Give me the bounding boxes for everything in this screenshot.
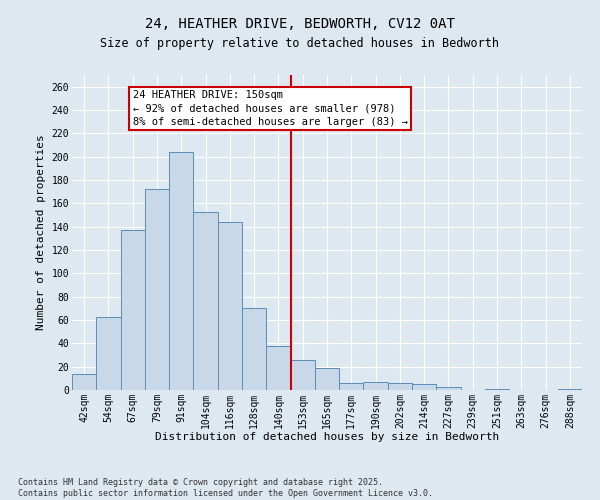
Text: 24 HEATHER DRIVE: 150sqm
← 92% of detached houses are smaller (978)
8% of semi-d: 24 HEATHER DRIVE: 150sqm ← 92% of detach… (133, 90, 408, 126)
Bar (315, 368, 339, 390)
Bar (364, 382, 388, 390)
Bar (96, 316, 121, 390)
Bar (72, 374, 96, 390)
Bar (436, 386, 461, 390)
Text: 24, HEATHER DRIVE, BEDWORTH, CV12 0AT: 24, HEATHER DRIVE, BEDWORTH, CV12 0AT (145, 18, 455, 32)
Bar (145, 190, 169, 390)
Y-axis label: Number of detached properties: Number of detached properties (36, 134, 46, 330)
Bar (169, 152, 193, 390)
Bar (218, 222, 242, 390)
Bar (242, 308, 266, 390)
Bar (388, 383, 412, 390)
Bar (290, 360, 315, 390)
Bar (339, 383, 364, 390)
Bar (266, 346, 290, 390)
Text: Size of property relative to detached houses in Bedworth: Size of property relative to detached ho… (101, 38, 499, 51)
Bar (121, 230, 145, 390)
Text: Contains HM Land Registry data © Crown copyright and database right 2025.
Contai: Contains HM Land Registry data © Crown c… (18, 478, 433, 498)
Bar (485, 389, 509, 390)
Bar (558, 389, 582, 390)
X-axis label: Distribution of detached houses by size in Bedworth: Distribution of detached houses by size … (155, 432, 499, 442)
Bar (193, 212, 218, 390)
Bar (412, 384, 436, 390)
